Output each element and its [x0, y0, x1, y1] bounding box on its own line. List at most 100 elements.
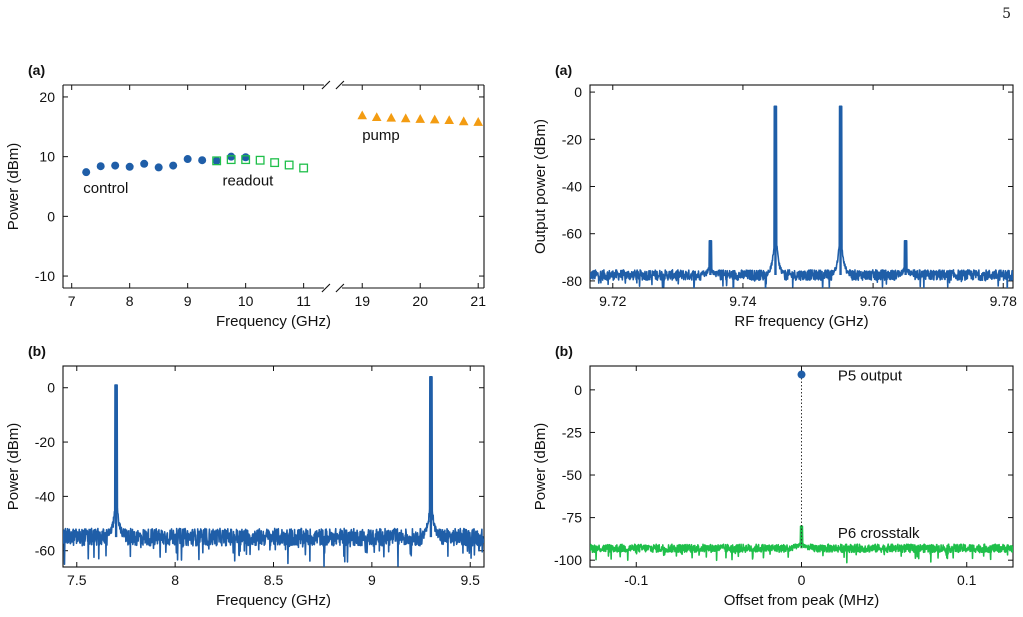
x-tick-label: 10	[238, 293, 254, 309]
page-number: 5	[1002, 6, 1011, 22]
data-point-pump	[371, 112, 382, 122]
x-tick-label: 9	[368, 572, 376, 588]
marker-point-p5	[797, 370, 806, 379]
annotation-p5-output: P5 output	[838, 367, 903, 384]
x-tick-label: 8.5	[264, 572, 284, 588]
y-tick-label: -80	[562, 273, 582, 289]
y-tick-label: -50	[562, 467, 582, 483]
x-axis-label: RF frequency (GHz)	[734, 313, 868, 330]
x-tick-label: 8	[126, 293, 134, 309]
data-point-control	[125, 162, 134, 171]
x-tick-label: 9	[184, 293, 192, 309]
plot-area	[590, 370, 1013, 564]
chart-panel-1: 7 8 9 10 11 19 20 21 -10 0 10 20 (a) Frequency (GHz) P…	[5, 62, 486, 330]
plot-area	[63, 376, 484, 567]
data-point-readout	[284, 160, 294, 170]
y-tick-label: 20	[39, 89, 55, 105]
y-axis-label: Power (dBm)	[5, 143, 22, 231]
y-tick-label: -60	[562, 226, 582, 242]
data-point-readout	[212, 156, 222, 166]
y-axis-label: Power (dBm)	[532, 423, 549, 511]
data-point-control	[198, 156, 207, 165]
data-point-control	[154, 163, 163, 172]
y-tick-label: -20	[562, 131, 582, 147]
y-tick-label: -20	[35, 434, 55, 450]
plot-area	[82, 110, 484, 177]
data-point-control	[96, 162, 105, 171]
x-axis-label: Frequency (GHz)	[216, 592, 331, 609]
panel-label: (b)	[555, 343, 573, 359]
y-tick-label: -25	[562, 424, 582, 440]
data-point-pump	[444, 115, 455, 125]
y-tick-label: -40	[35, 488, 55, 504]
x-tick-label: 19	[354, 293, 370, 309]
x-tick-label: 9.78	[990, 293, 1017, 309]
data-point-control	[169, 161, 178, 170]
panel-label: (b)	[28, 343, 46, 359]
data-point-pump	[473, 117, 484, 126]
x-tick-label: 9.5	[460, 572, 480, 588]
axis-break-mark-1-1	[335, 283, 345, 293]
data-point-readout	[255, 155, 265, 165]
plot-area	[590, 105, 1013, 288]
y-tick-label: 0	[47, 208, 55, 224]
x-axis-label: Frequency (GHz)	[216, 313, 331, 330]
axis-frame	[589, 84, 1014, 289]
data-point-control	[212, 156, 221, 165]
data-point-pump	[357, 110, 368, 120]
annotation-readout: readout	[222, 172, 274, 189]
panel-label: (a)	[28, 62, 45, 78]
data-point-pump	[415, 114, 426, 123]
chart-panel-2: 9.72 9.74 9.76 9.78 -80 -60 -40 -20 0(a) RF frequ…	[532, 62, 1017, 330]
x-axis-label: Offset from peak (MHz)	[724, 592, 880, 609]
data-point-control	[183, 155, 192, 164]
data-point-control	[241, 153, 250, 162]
tick-marks	[590, 85, 1013, 288]
x-tick-label: 11	[296, 293, 311, 309]
panel-label: (a)	[555, 62, 572, 78]
y-tick-label: 0	[574, 382, 582, 398]
y-axis-label: Output power (dBm)	[532, 119, 549, 254]
data-point-readout	[299, 163, 309, 173]
y-tick-label: -40	[562, 179, 582, 195]
tick-marks	[63, 85, 484, 288]
x-tick-label: 0.1	[957, 572, 977, 588]
y-tick-label: -100	[554, 552, 582, 568]
x-tick-label: 9.76	[859, 293, 886, 309]
spectrum-trace	[63, 376, 484, 567]
y-tick-label: -60	[35, 543, 55, 559]
y-tick-label: 10	[39, 149, 55, 165]
tick-marks	[63, 366, 484, 567]
x-tick-label: -0.1	[624, 572, 648, 588]
y-axis-label: Power (dBm)	[5, 423, 22, 511]
data-point-readout	[270, 158, 280, 168]
axis-break-mark-0-0	[321, 80, 331, 90]
data-point-control	[140, 159, 149, 168]
x-tick-label: 9.74	[729, 293, 756, 309]
axis-break-mark-0-1	[335, 80, 345, 90]
x-tick-label: 0	[798, 572, 806, 588]
spectrum-trace	[590, 105, 1013, 288]
x-tick-label: 7.5	[67, 572, 87, 588]
data-point-pump	[429, 114, 440, 124]
annotation-pump: pump	[362, 127, 400, 144]
chart-panel-4: -0.1 0 0.1 -100 -75 -50 -25 0 (b) Offset from pea…	[532, 343, 1014, 609]
axis-frame	[62, 80, 485, 293]
annotation-control: control	[83, 180, 128, 197]
x-tick-label: 9.72	[599, 293, 626, 309]
data-point-control	[82, 168, 91, 177]
tick-marks	[590, 366, 1013, 567]
data-point-readout	[241, 155, 251, 165]
data-point-pump	[400, 113, 411, 123]
data-point-control	[111, 161, 120, 170]
y-tick-label: 0	[47, 380, 55, 396]
y-tick-label: -10	[35, 268, 55, 284]
x-tick-label: 7	[68, 293, 76, 309]
y-tick-label: 0	[574, 84, 582, 100]
data-point-control	[227, 152, 236, 161]
data-point-pump	[386, 112, 397, 122]
x-tick-label: 20	[412, 293, 428, 309]
x-tick-label: 8	[171, 572, 179, 588]
axis-break-mark-1-0	[321, 283, 331, 293]
